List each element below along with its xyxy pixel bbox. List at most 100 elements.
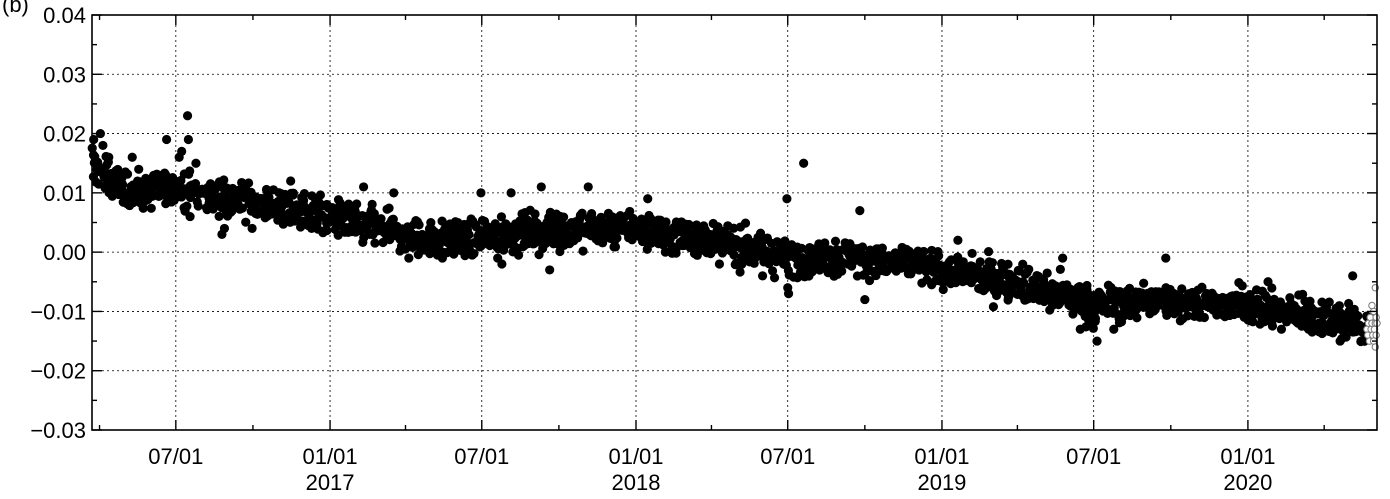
data-point bbox=[769, 273, 780, 283]
data-point-outlier bbox=[286, 176, 296, 186]
data-point bbox=[370, 238, 380, 248]
data-point bbox=[864, 275, 875, 286]
data-point bbox=[193, 201, 203, 211]
data-point bbox=[237, 203, 248, 213]
data-point bbox=[1042, 268, 1052, 278]
y-tick-label: 0.02 bbox=[43, 122, 86, 147]
data-point-outlier bbox=[660, 247, 670, 257]
data-point-outlier bbox=[583, 182, 593, 192]
data-point-outlier bbox=[1161, 253, 1171, 263]
data-point bbox=[122, 169, 133, 179]
x-year-label: 2017 bbox=[306, 470, 355, 495]
x-tick-label: 07/01 bbox=[454, 444, 509, 469]
data-point bbox=[146, 203, 156, 213]
data-point bbox=[219, 175, 229, 185]
data-point bbox=[243, 178, 254, 188]
x-tick-label: 01/01 bbox=[608, 444, 663, 469]
data-point bbox=[376, 214, 386, 224]
data-point-outlier bbox=[307, 223, 317, 234]
data-point bbox=[837, 266, 847, 276]
x-tick-label: 07/01 bbox=[760, 444, 815, 469]
data-point bbox=[661, 217, 671, 227]
data-point bbox=[578, 246, 588, 256]
data-point bbox=[1055, 264, 1065, 274]
data-point bbox=[1324, 297, 1334, 307]
panel-label: (b) bbox=[2, 0, 29, 17]
data-point-outlier bbox=[545, 265, 555, 275]
data-point bbox=[975, 257, 985, 267]
data-point bbox=[958, 257, 968, 267]
data-point-outlier bbox=[1276, 324, 1287, 334]
data-point bbox=[117, 179, 128, 189]
data-point-outlier bbox=[643, 194, 653, 204]
data-point-outlier bbox=[497, 259, 507, 269]
data-point-outlier bbox=[506, 188, 516, 198]
data-point bbox=[1139, 278, 1149, 288]
data-point-outlier bbox=[1092, 336, 1102, 346]
data-point-outlier bbox=[1356, 336, 1366, 346]
data-point-outlier bbox=[389, 188, 399, 198]
data-point bbox=[1353, 311, 1363, 321]
data-point bbox=[610, 242, 621, 252]
data-point-outlier bbox=[1109, 324, 1119, 334]
data-point-outlier bbox=[247, 223, 257, 234]
data-point bbox=[1018, 278, 1029, 288]
data-point bbox=[1197, 282, 1207, 292]
x-year-label: 2018 bbox=[612, 470, 661, 495]
y-tick-label: 0.03 bbox=[43, 62, 86, 87]
data-point bbox=[138, 203, 148, 213]
data-point-outlier bbox=[783, 289, 794, 299]
data-point-outlier bbox=[177, 146, 187, 156]
grid-lines bbox=[92, 15, 1377, 430]
data-point bbox=[967, 248, 977, 259]
data-point bbox=[1237, 281, 1247, 291]
data-point-outlier bbox=[782, 194, 792, 204]
data-point bbox=[1088, 323, 1098, 333]
x-tick-label: 01/01 bbox=[914, 444, 969, 469]
data-point-outlier bbox=[358, 182, 369, 192]
data-point bbox=[598, 238, 608, 248]
data-point-outlier bbox=[860, 294, 870, 305]
data-point bbox=[134, 164, 144, 174]
data-point bbox=[714, 259, 725, 269]
data-point bbox=[559, 212, 569, 222]
data-point bbox=[625, 206, 635, 217]
axis-ticks bbox=[92, 14, 1377, 431]
data-point bbox=[1183, 311, 1193, 321]
x-tick-label: 01/01 bbox=[303, 444, 358, 469]
data-point-outlier bbox=[1348, 271, 1358, 281]
data-point-outlier bbox=[404, 253, 414, 263]
y-tick-label: −0.01 bbox=[30, 299, 86, 324]
data-point-outlier bbox=[799, 158, 809, 168]
data-point bbox=[1024, 264, 1034, 275]
y-tick-label: −0.03 bbox=[30, 418, 86, 443]
data-point bbox=[322, 225, 332, 236]
data-point-outlier bbox=[104, 152, 114, 162]
x-tick-label: 07/01 bbox=[1066, 444, 1121, 469]
data-point bbox=[426, 218, 436, 228]
data-point bbox=[1199, 312, 1209, 323]
data-point bbox=[464, 229, 474, 240]
data-point bbox=[384, 203, 394, 213]
data-point-outlier bbox=[183, 134, 193, 145]
data-point bbox=[1334, 301, 1344, 311]
data-point-outlier bbox=[1335, 336, 1345, 346]
data-point bbox=[530, 209, 540, 219]
data-point bbox=[830, 236, 841, 246]
x-year-label: 2019 bbox=[917, 470, 966, 495]
data-point-outlier bbox=[536, 182, 546, 192]
x-tick-label: 01/01 bbox=[1220, 444, 1275, 469]
data-point bbox=[740, 218, 751, 228]
data-point bbox=[857, 242, 868, 252]
data-point-outlier bbox=[1075, 324, 1085, 334]
data-point-outlier bbox=[185, 211, 195, 222]
data-point bbox=[1018, 259, 1028, 269]
data-point-open bbox=[1372, 313, 1380, 322]
x-year-label: 2020 bbox=[1223, 470, 1272, 495]
data-point-outlier bbox=[1058, 253, 1068, 263]
data-point bbox=[938, 284, 948, 295]
data-point bbox=[612, 233, 622, 243]
data-point bbox=[1177, 284, 1187, 294]
